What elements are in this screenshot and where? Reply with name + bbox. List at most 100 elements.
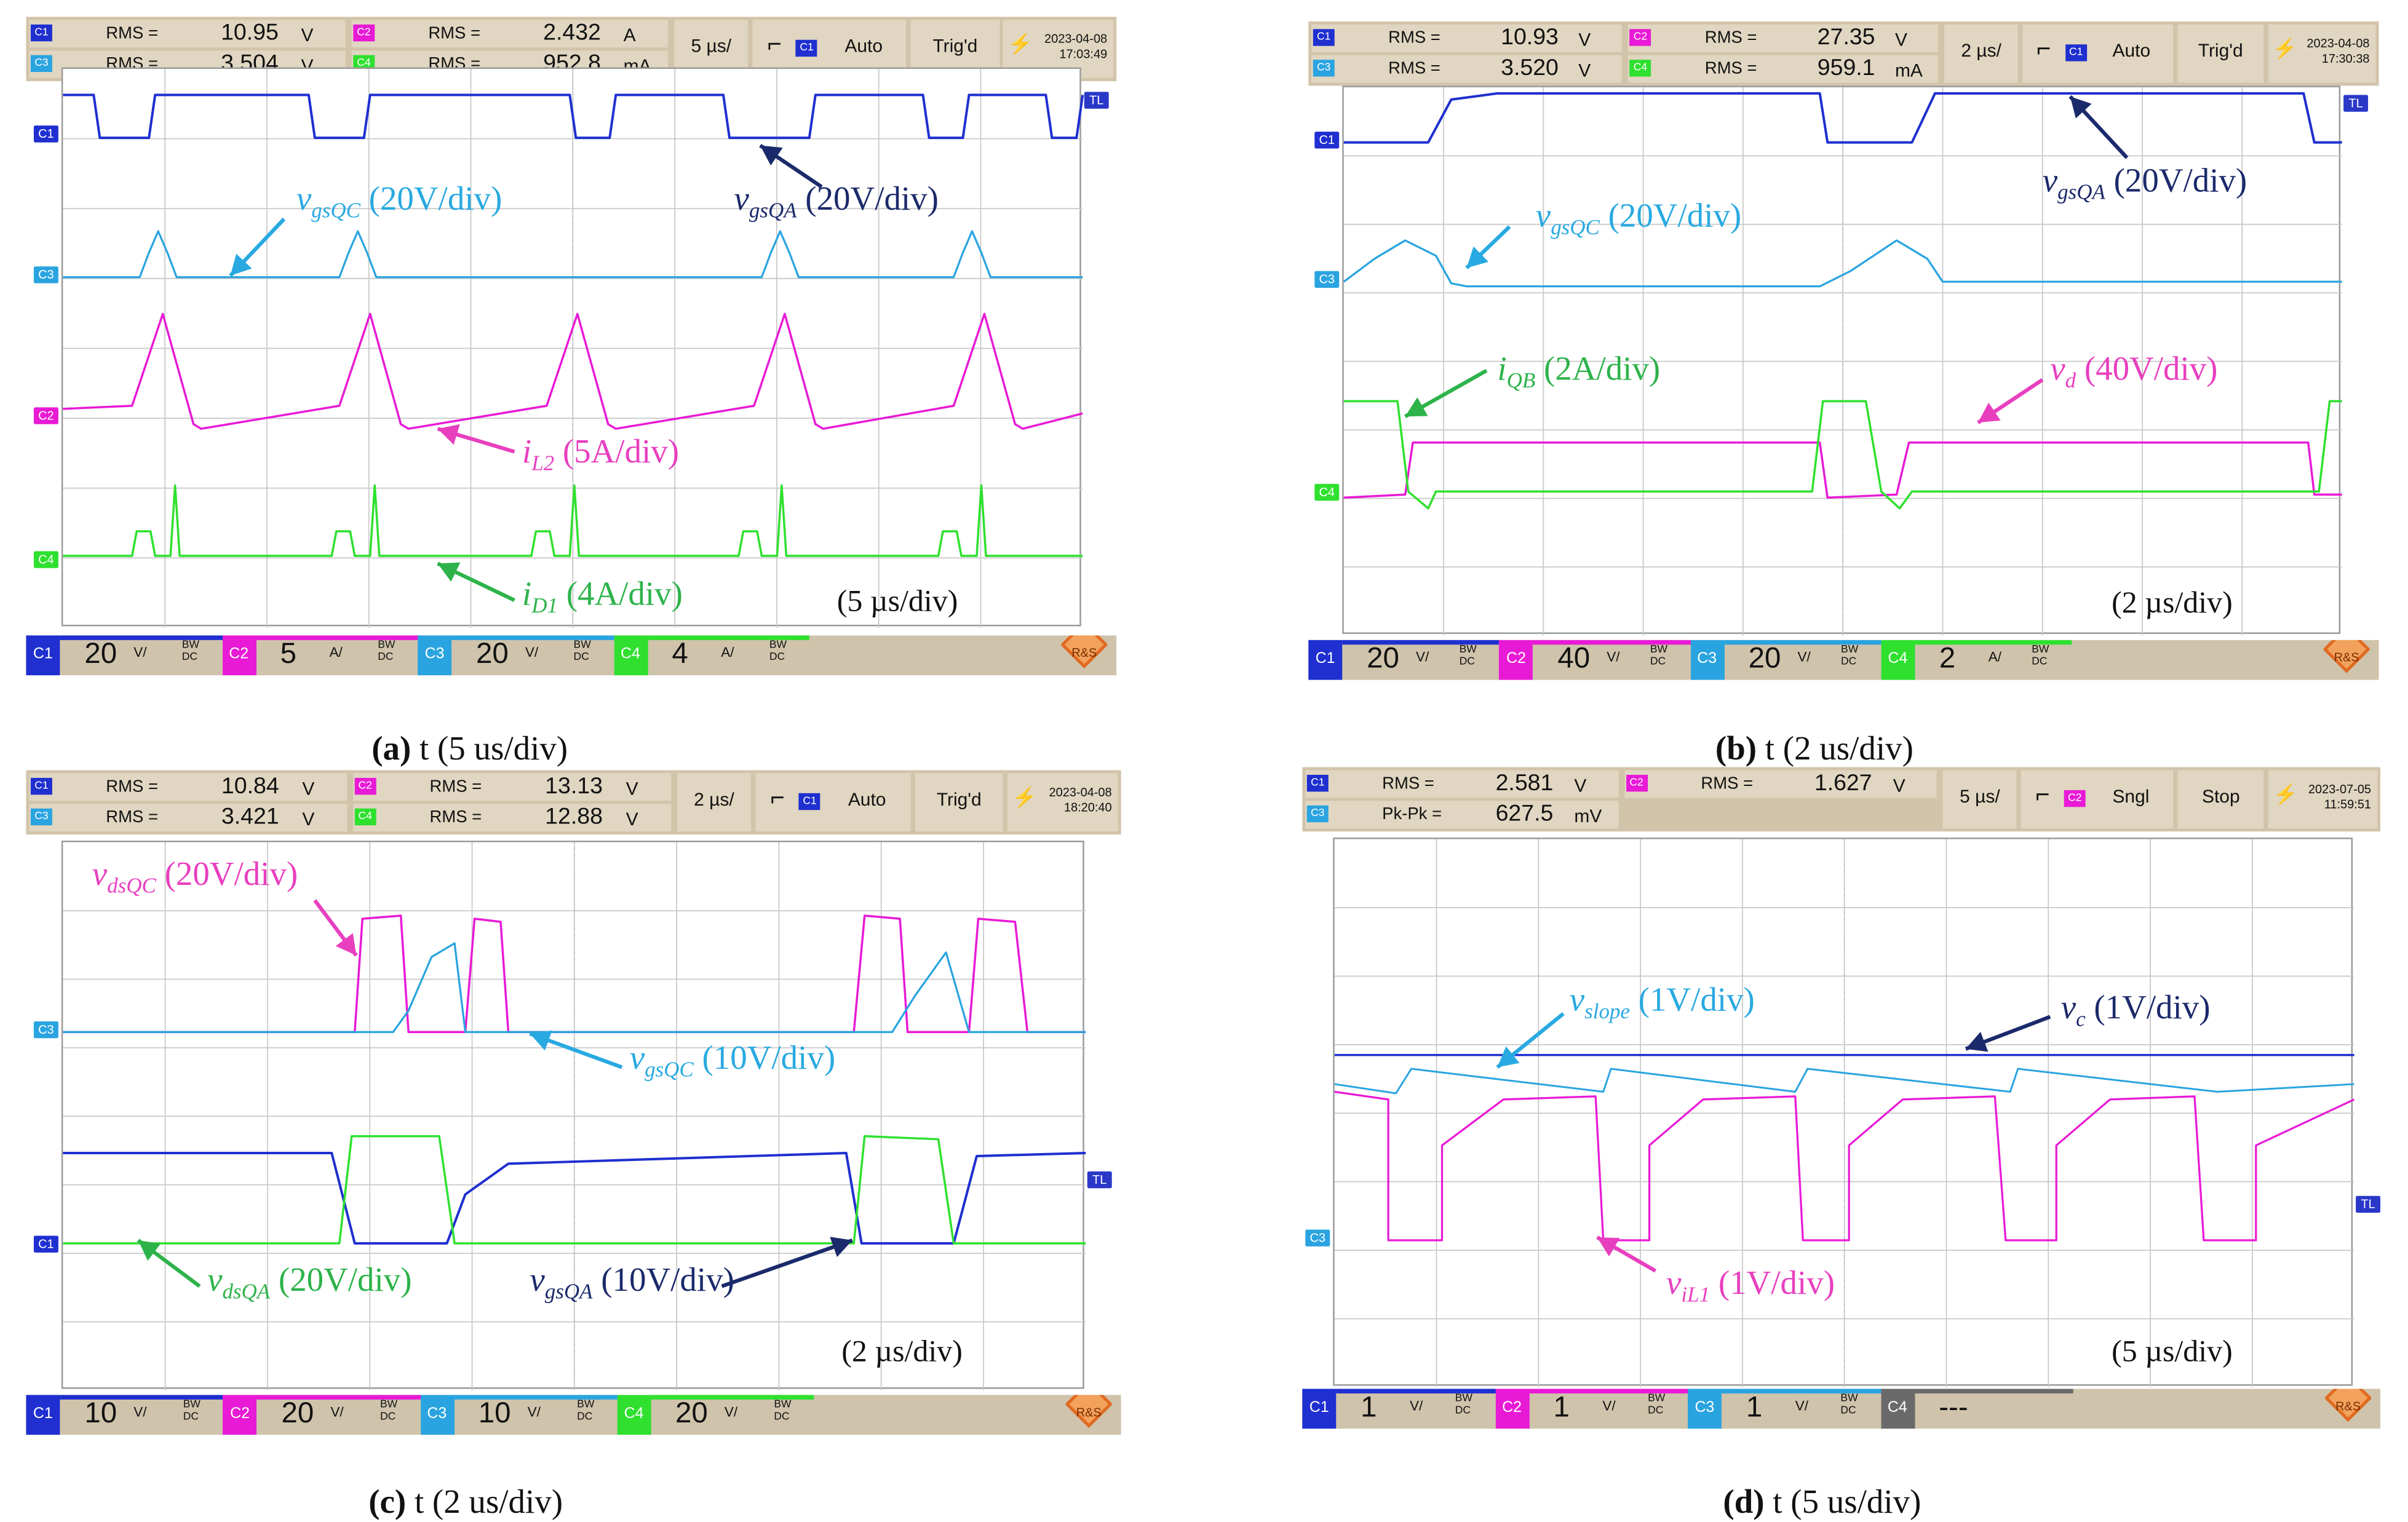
channel-scale-c2[interactable]: C2 20 V/BW DC: [223, 1395, 420, 1435]
bandwidth-coupling: BW DC: [774, 1399, 792, 1423]
scale-value: 1: [1746, 1392, 1763, 1424]
annotation-symbol: v: [2050, 349, 2065, 387]
channel-scale-c3[interactable]: C3 1 V/BW DC: [1687, 1389, 1881, 1429]
trigger-cell[interactable]: ⌐ C1 Auto: [756, 773, 911, 832]
time-text: 18:20:40: [1063, 801, 1112, 815]
measurement-unit: V: [302, 777, 315, 799]
status-cell: Stop: [2177, 770, 2265, 829]
trace-annotation: viL1 (1V/div): [1666, 1263, 1835, 1307]
channel-offset-marker-c3[interactable]: C3: [1305, 1229, 1330, 1247]
channel-offset-marker-c3[interactable]: C3: [1314, 271, 1340, 288]
trigger-mode: Auto: [848, 788, 886, 811]
channel-color-stripe: [1914, 640, 2072, 645]
datetime-cell: ⚡ 2023-07-05 11:59:51: [2268, 770, 2378, 829]
trigger-level-marker[interactable]: TL: [1084, 92, 1109, 109]
channel-color-stripe: [651, 1395, 814, 1400]
trace-annotation: vd (40V/div): [2050, 349, 2217, 394]
annotation-scale: (20V/div): [360, 179, 503, 218]
channel-tag: C2: [221, 635, 256, 676]
scale-value: 20: [1367, 643, 1399, 676]
channel-scale-c2[interactable]: C2 1 V/BW DC: [1495, 1389, 1688, 1429]
measurement-m3: C2 RMS = 27.35 V: [1627, 24, 1939, 52]
scale-value: 40: [1557, 643, 1591, 676]
annotation-subscript: slope: [1584, 1001, 1630, 1025]
measurement-unit: V: [302, 808, 315, 830]
channel-scale-c4[interactable]: C4 20 V/BW DC: [617, 1395, 814, 1435]
channel-scale-c1[interactable]: C1 1 V/BW DC: [1302, 1389, 1495, 1429]
rising-edge-icon: ⌐: [2035, 782, 2050, 809]
channel-scale-c3[interactable]: C3 20 V/BW DC: [418, 635, 614, 676]
measurement-unit: A: [623, 24, 636, 46]
annotation-scale: (10V/div): [592, 1260, 734, 1299]
channel-scale-c2[interactable]: C2 40 V/BW DC: [1499, 640, 1690, 680]
channel-scale-c1[interactable]: C1 20 V/BW DC: [26, 635, 222, 676]
measurement-name: RMS =: [1388, 60, 1440, 78]
scale-unit: A/: [721, 644, 734, 660]
channel-offset-marker-c1[interactable]: C1: [33, 125, 58, 143]
trace-c1: [63, 1152, 1086, 1245]
rising-edge-icon: ⌐: [2036, 36, 2051, 63]
acquisition-status: Trig'd: [2198, 39, 2243, 61]
channel-scale-c3[interactable]: C3 20 V/BW DC: [1690, 640, 1881, 680]
trigger-level-marker[interactable]: TL: [2356, 1195, 2381, 1213]
trigger-level-marker[interactable]: TL: [2343, 95, 2369, 112]
scope-header: C1 RMS = 10.93 V C3 RMS = 3.520 V C2 RMS = 27.35 V C…: [1308, 21, 2379, 86]
timebase-cell[interactable]: 2 µs/: [1944, 24, 2018, 83]
scale-value: 2: [1939, 643, 1956, 676]
measurement-value: 2.432: [543, 20, 601, 46]
measurement-unit: V: [1578, 29, 1591, 51]
channel-offset-marker-c2[interactable]: C2: [33, 407, 58, 424]
trace-c3: [1334, 1068, 2354, 1095]
trigger-level-marker[interactable]: TL: [1087, 1171, 1112, 1189]
channel-offset-marker-c3[interactable]: C3: [33, 266, 58, 283]
annotation-symbol: v: [1569, 980, 1585, 1018]
bandwidth-coupling: BW DC: [378, 640, 395, 664]
trigger-cell[interactable]: ⌐ C2 Sngl: [2021, 770, 2174, 829]
channel-color-stripe: [1533, 640, 1690, 645]
scale-value: 10: [84, 1398, 117, 1430]
channel-tag: C1: [1302, 1389, 1337, 1429]
scale-value: 10: [478, 1398, 511, 1430]
channel-offset-marker-c3[interactable]: C3: [33, 1021, 58, 1039]
channel-scale-c4[interactable]: C4 ---: [1880, 1389, 2073, 1429]
measurement-channel-tag: C4: [1629, 60, 1651, 77]
channel-offset-marker-c4[interactable]: C4: [1314, 483, 1340, 501]
status-cell: Trig'd: [2177, 24, 2264, 83]
channel-color-stripe: [647, 635, 809, 640]
channel-scale-bar: C1 20 V/BW DC C2 5 A/BW DC C3 20 V/BW DC C4 4 A/BW DC R&…: [26, 620, 1117, 676]
annotation-symbol: v: [92, 854, 108, 893]
channel-scale-c1[interactable]: C1 20 V/BW DC: [1308, 640, 1500, 680]
channel-scale-c2[interactable]: C2 5 A/BW DC: [221, 635, 418, 676]
measurement-channel-tag: C1: [30, 777, 52, 795]
annotation-scale: (5A/div): [554, 432, 680, 470]
annotation-scale: (20V/div): [797, 179, 939, 218]
channel-offset-marker-c1[interactable]: C1: [33, 1235, 58, 1253]
channel-tag: C2: [223, 1395, 257, 1435]
channel-scale-c4[interactable]: C4 4 A/BW DC: [613, 635, 809, 676]
channel-scale-c4[interactable]: C4 2 A/BW DC: [1880, 640, 2072, 680]
bandwidth-coupling: BW DC: [1648, 1393, 1666, 1417]
annotation-subscript: D1: [531, 595, 558, 619]
channel-offset-marker-c1[interactable]: C1: [1314, 132, 1340, 149]
trigger-cell[interactable]: ⌐ C1 Auto: [2022, 24, 2174, 83]
bandwidth-coupling: BW DC: [181, 640, 200, 664]
measurement-m3: C2 RMS = 13.13 V: [352, 773, 670, 801]
scale-unit: A/: [329, 644, 343, 660]
measurement-channel-tag: C1: [1306, 774, 1329, 792]
lightning-icon: ⚡: [2272, 36, 2297, 60]
timebase-cell[interactable]: 5 µs/: [1942, 770, 2017, 829]
measurement-m1: C1 RMS = 10.84 V: [29, 773, 347, 801]
rising-edge-icon: ⌐: [770, 785, 785, 812]
trace-annotation: vgsQA (10V/div): [530, 1260, 734, 1304]
channel-scale-c3[interactable]: C3 10 V/BW DC: [419, 1395, 618, 1435]
timebase-cell[interactable]: 2 µs/: [676, 773, 752, 832]
measurement-value: 12.88: [545, 804, 603, 830]
measurement-value: 3.520: [1501, 55, 1559, 81]
measurement-m2: C3 RMS = 3.421 V: [29, 804, 347, 832]
measurement-name: RMS =: [1704, 60, 1757, 78]
bandwidth-coupling: BW DC: [2032, 644, 2049, 668]
channel-offset-marker-c4[interactable]: C4: [33, 551, 58, 568]
annotation-subscript: dsQA: [222, 1282, 271, 1305]
channel-scale-c1[interactable]: C1 10 V/BW DC: [26, 1395, 223, 1435]
